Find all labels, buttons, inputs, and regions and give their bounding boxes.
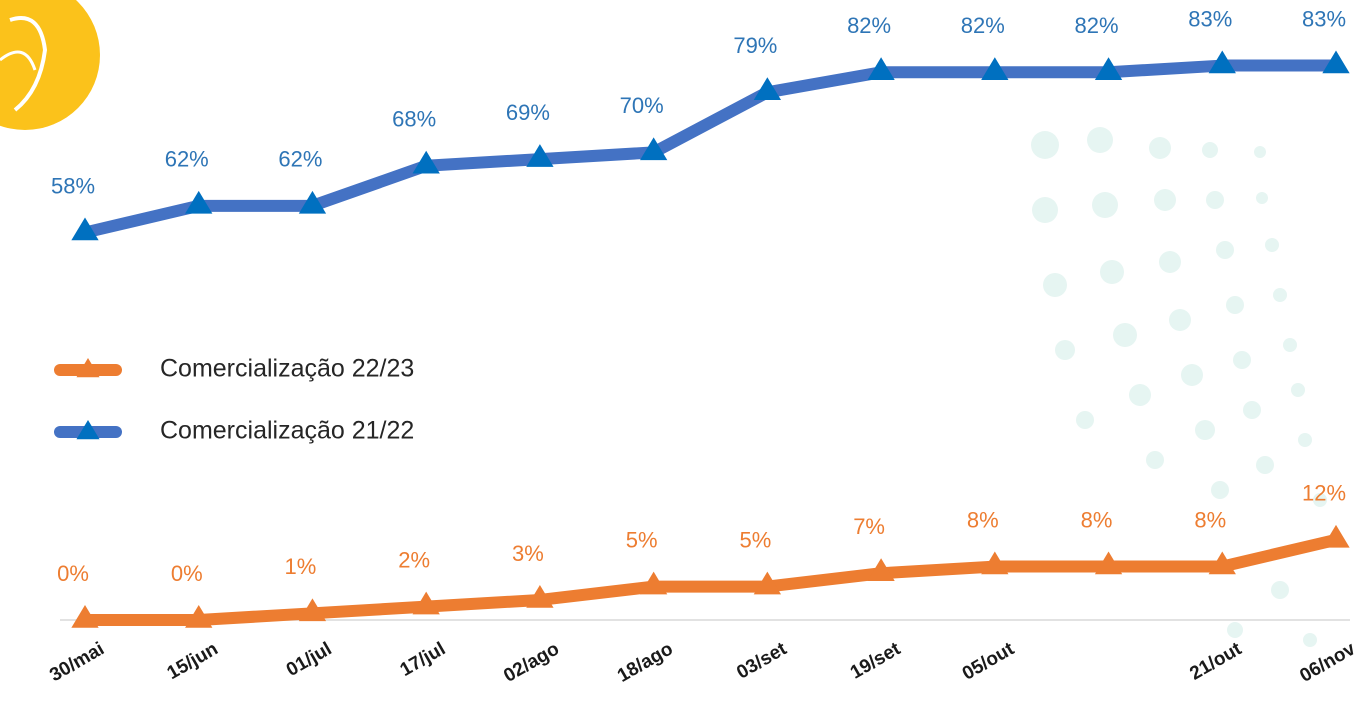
point-marker [1322,50,1350,74]
point-marker [526,144,554,167]
point-marker [298,598,327,622]
value-label: 58% [51,173,95,198]
point-marker [71,605,99,628]
legend-label: Comercialização 21/22 [160,417,414,445]
value-label: 83% [1302,6,1346,31]
point-marker [753,571,782,595]
legend-marker [76,420,100,440]
value-label: 79% [733,33,777,58]
legend-item: Comercialização 22/23 [54,355,414,383]
value-label: 82% [847,13,891,38]
x-tick-label: 19/set [847,638,905,683]
value-label: 8% [1081,507,1113,532]
value-label: 12% [1302,481,1346,506]
value-label: 8% [1194,507,1226,532]
value-label: 83% [1188,6,1232,31]
value-label: 70% [620,93,664,118]
value-label: 5% [739,527,771,552]
x-tick-label: 18/ago [614,638,677,686]
value-label: 62% [165,147,209,172]
point-marker [1208,551,1236,575]
value-label: 82% [961,13,1005,38]
x-tick-label: 30/mai [46,638,108,686]
x-tick-label: 01/jul [283,638,336,680]
x-tick-label: 02/ago [500,638,563,686]
value-label: 8% [967,507,999,532]
value-label: 62% [278,147,322,172]
x-tick-label: 03/set [733,638,791,683]
point-marker [981,551,1009,575]
x-tick-label: 15/jun [164,638,222,684]
point-marker [185,605,213,628]
series-line [83,59,1336,239]
point-marker [298,190,327,214]
value-label: 82% [1075,13,1119,38]
point-marker [753,77,782,101]
point-marker [981,57,1009,80]
x-tick-label: 05/out [959,638,1019,684]
legend-item: Comercialização 21/22 [54,417,414,445]
point-marker [412,150,440,174]
value-label: 68% [392,107,436,132]
point-marker [1094,551,1123,575]
value-label: 7% [853,514,885,539]
background-dots [1031,127,1327,647]
value-label: 2% [398,547,430,572]
point-marker [1208,50,1236,74]
point-marker [1322,524,1350,548]
point-marker [71,217,99,241]
point-marker [867,558,895,581]
series-line [85,533,1338,626]
value-label: 5% [626,527,658,552]
value-label: 3% [512,541,544,566]
point-marker [1094,57,1123,80]
point-marker [867,57,895,80]
point-marker [639,137,668,161]
logo [0,0,100,130]
value-label: 0% [171,561,203,586]
point-marker [412,591,440,615]
legend-label: Comercialização 22/23 [160,355,414,383]
legend-marker [76,358,100,378]
point-marker [185,190,213,214]
point-marker [639,571,668,595]
value-label: 0% [57,561,89,586]
value-label: 69% [506,100,550,125]
point-marker [526,584,554,608]
x-tick-label: 17/jul [397,638,450,680]
value-label: 1% [285,554,317,579]
x-tick-label: 21/out [1186,638,1246,684]
